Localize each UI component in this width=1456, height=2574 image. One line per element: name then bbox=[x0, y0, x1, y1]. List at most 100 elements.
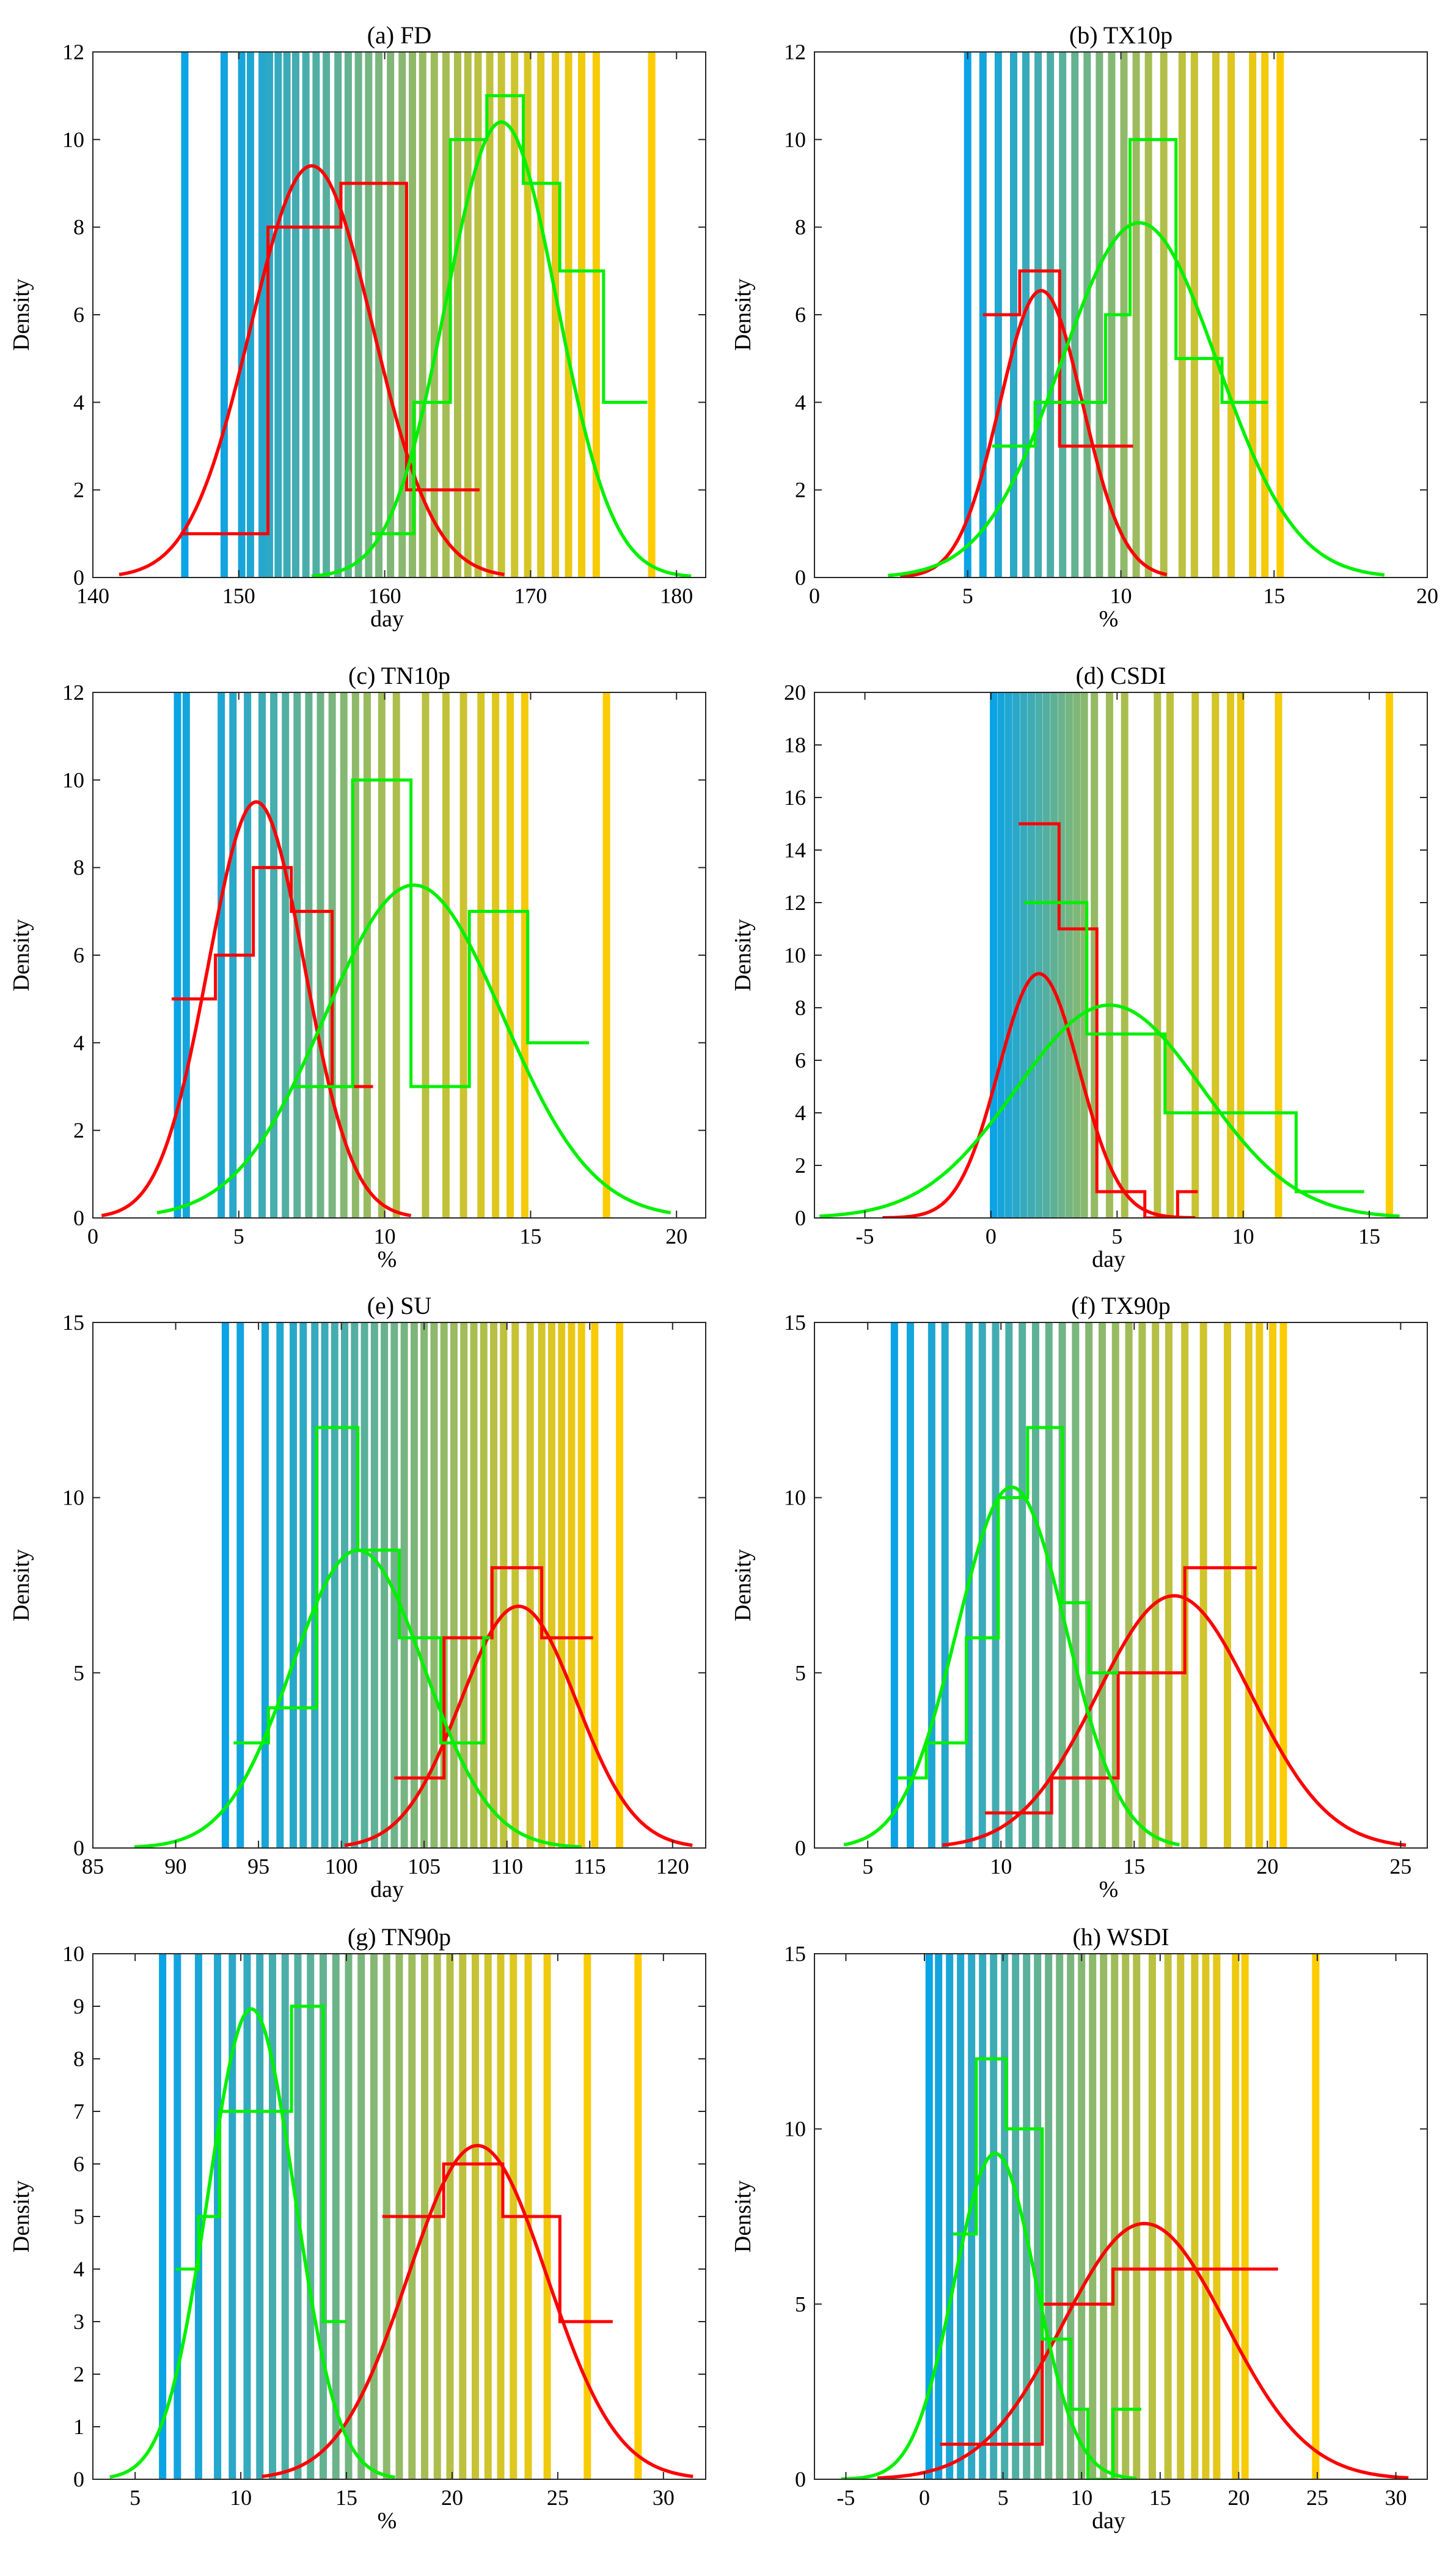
stripe bbox=[182, 692, 190, 1218]
x-tick-label: 0 bbox=[919, 2485, 930, 2510]
axes-box bbox=[814, 1953, 1428, 2480]
x-tick-label: 20 bbox=[441, 2485, 463, 2510]
stripe bbox=[1085, 1322, 1093, 1848]
stripe bbox=[1098, 1322, 1106, 1848]
stripe bbox=[1165, 1322, 1172, 1848]
stripe bbox=[370, 1322, 378, 1848]
y-tick-label: 8 bbox=[795, 215, 806, 240]
stripe bbox=[957, 1954, 965, 2479]
stripe bbox=[1275, 692, 1282, 1218]
x-tick-label: 105 bbox=[408, 1854, 441, 1879]
y-axis-label: Density bbox=[730, 1549, 756, 1621]
stripe bbox=[648, 52, 656, 578]
y-tick-label: 15 bbox=[784, 1942, 806, 1966]
stripe bbox=[387, 52, 395, 578]
y-tick-label: 5 bbox=[73, 2204, 84, 2229]
stripe bbox=[1144, 52, 1152, 578]
green-histogram-steps bbox=[175, 2004, 347, 2323]
stripe bbox=[1166, 692, 1174, 1218]
stripe bbox=[1121, 692, 1129, 1218]
stripe bbox=[1152, 1322, 1160, 1848]
stripe bbox=[430, 52, 438, 578]
stripe bbox=[1202, 1954, 1210, 2479]
stripe bbox=[526, 1322, 534, 1848]
stripe bbox=[486, 52, 494, 578]
stripe bbox=[229, 1954, 236, 2479]
stripe bbox=[459, 1954, 467, 2479]
green-histogram-steps bbox=[294, 778, 589, 1088]
axes-box bbox=[814, 1322, 1428, 1849]
stripe bbox=[360, 1322, 368, 1848]
y-tick-label: 0 bbox=[73, 2467, 84, 2492]
x-tick-label: 25 bbox=[1389, 1854, 1411, 1879]
stripe bbox=[992, 1322, 1000, 1848]
stripe bbox=[1125, 1322, 1133, 1848]
x-axis-label: % bbox=[378, 2508, 397, 2534]
stripe bbox=[490, 1322, 498, 1848]
y-tick-label: 2 bbox=[73, 1118, 84, 1143]
stripe bbox=[282, 692, 290, 1218]
y-tick-label: 10 bbox=[62, 127, 84, 152]
red-fit-curve bbox=[900, 288, 1168, 578]
stripe bbox=[293, 692, 301, 1218]
stripe bbox=[220, 52, 228, 578]
stripe bbox=[511, 52, 519, 578]
stripe bbox=[1276, 52, 1284, 578]
green-histogram-steps bbox=[897, 1426, 1119, 1780]
stripe bbox=[997, 692, 1005, 1218]
stripe bbox=[1232, 1954, 1240, 2479]
stripe bbox=[332, 1954, 340, 2479]
axes-box bbox=[814, 692, 1428, 1219]
stripe bbox=[268, 1954, 276, 2479]
stripe bbox=[1045, 1322, 1053, 1848]
red-fit-curve bbox=[877, 2221, 1409, 2479]
plot-area bbox=[841, 1954, 1409, 2479]
stripe bbox=[381, 1322, 389, 1848]
plot-area bbox=[843, 1322, 1407, 1848]
stripe bbox=[524, 52, 532, 578]
panel-title: (d) CSDI bbox=[1076, 662, 1166, 689]
red-fit-curve bbox=[344, 1604, 693, 1847]
y-tick-label: 0 bbox=[795, 565, 806, 590]
panel-title: (f) TX90p bbox=[1071, 1292, 1171, 1319]
stripe bbox=[470, 1322, 478, 1848]
stripe bbox=[521, 692, 529, 1218]
stripe bbox=[583, 1954, 591, 2479]
plot-area bbox=[101, 692, 671, 1218]
stripe bbox=[1050, 692, 1058, 1218]
y-tick-label: 2 bbox=[73, 478, 84, 502]
stripe bbox=[1035, 692, 1043, 1218]
stripe bbox=[1213, 1954, 1221, 2479]
x-tick-label: 140 bbox=[76, 584, 109, 608]
stripe bbox=[299, 1322, 307, 1848]
red-histogram-steps bbox=[1019, 822, 1198, 1218]
stripe bbox=[357, 1954, 365, 2479]
stripe bbox=[1034, 1954, 1042, 2479]
x-axis-label: day bbox=[1092, 2508, 1125, 2534]
stripe bbox=[1223, 1322, 1231, 1848]
y-tick-label: 12 bbox=[784, 890, 806, 915]
x-tick-label: 0 bbox=[809, 584, 820, 608]
stripe bbox=[484, 1954, 492, 2479]
x-tick-label: 30 bbox=[1385, 2485, 1407, 2510]
stripe bbox=[941, 1322, 949, 1848]
y-tick-label: 5 bbox=[73, 1660, 84, 1685]
green-fit-curve bbox=[843, 1485, 1180, 1847]
stripe bbox=[420, 1322, 428, 1848]
x-tick-label: 15 bbox=[335, 2485, 357, 2510]
stripe bbox=[537, 52, 545, 578]
stripe bbox=[290, 1322, 298, 1848]
stripe bbox=[1012, 1954, 1020, 2479]
stripe bbox=[890, 1322, 898, 1848]
stripe bbox=[1100, 1954, 1108, 2479]
x-tick-label: 20 bbox=[1256, 1854, 1278, 1879]
x-tick-label: 95 bbox=[247, 1854, 269, 1879]
stripe bbox=[602, 692, 610, 1218]
x-tick-label: 10 bbox=[374, 1224, 396, 1248]
y-tick-label: 12 bbox=[62, 680, 84, 705]
stripe bbox=[302, 52, 310, 578]
panel-title: (g) TN90p bbox=[348, 1923, 451, 1951]
red-histogram-steps bbox=[985, 1566, 1257, 1815]
x-axis-label: % bbox=[378, 1247, 397, 1272]
